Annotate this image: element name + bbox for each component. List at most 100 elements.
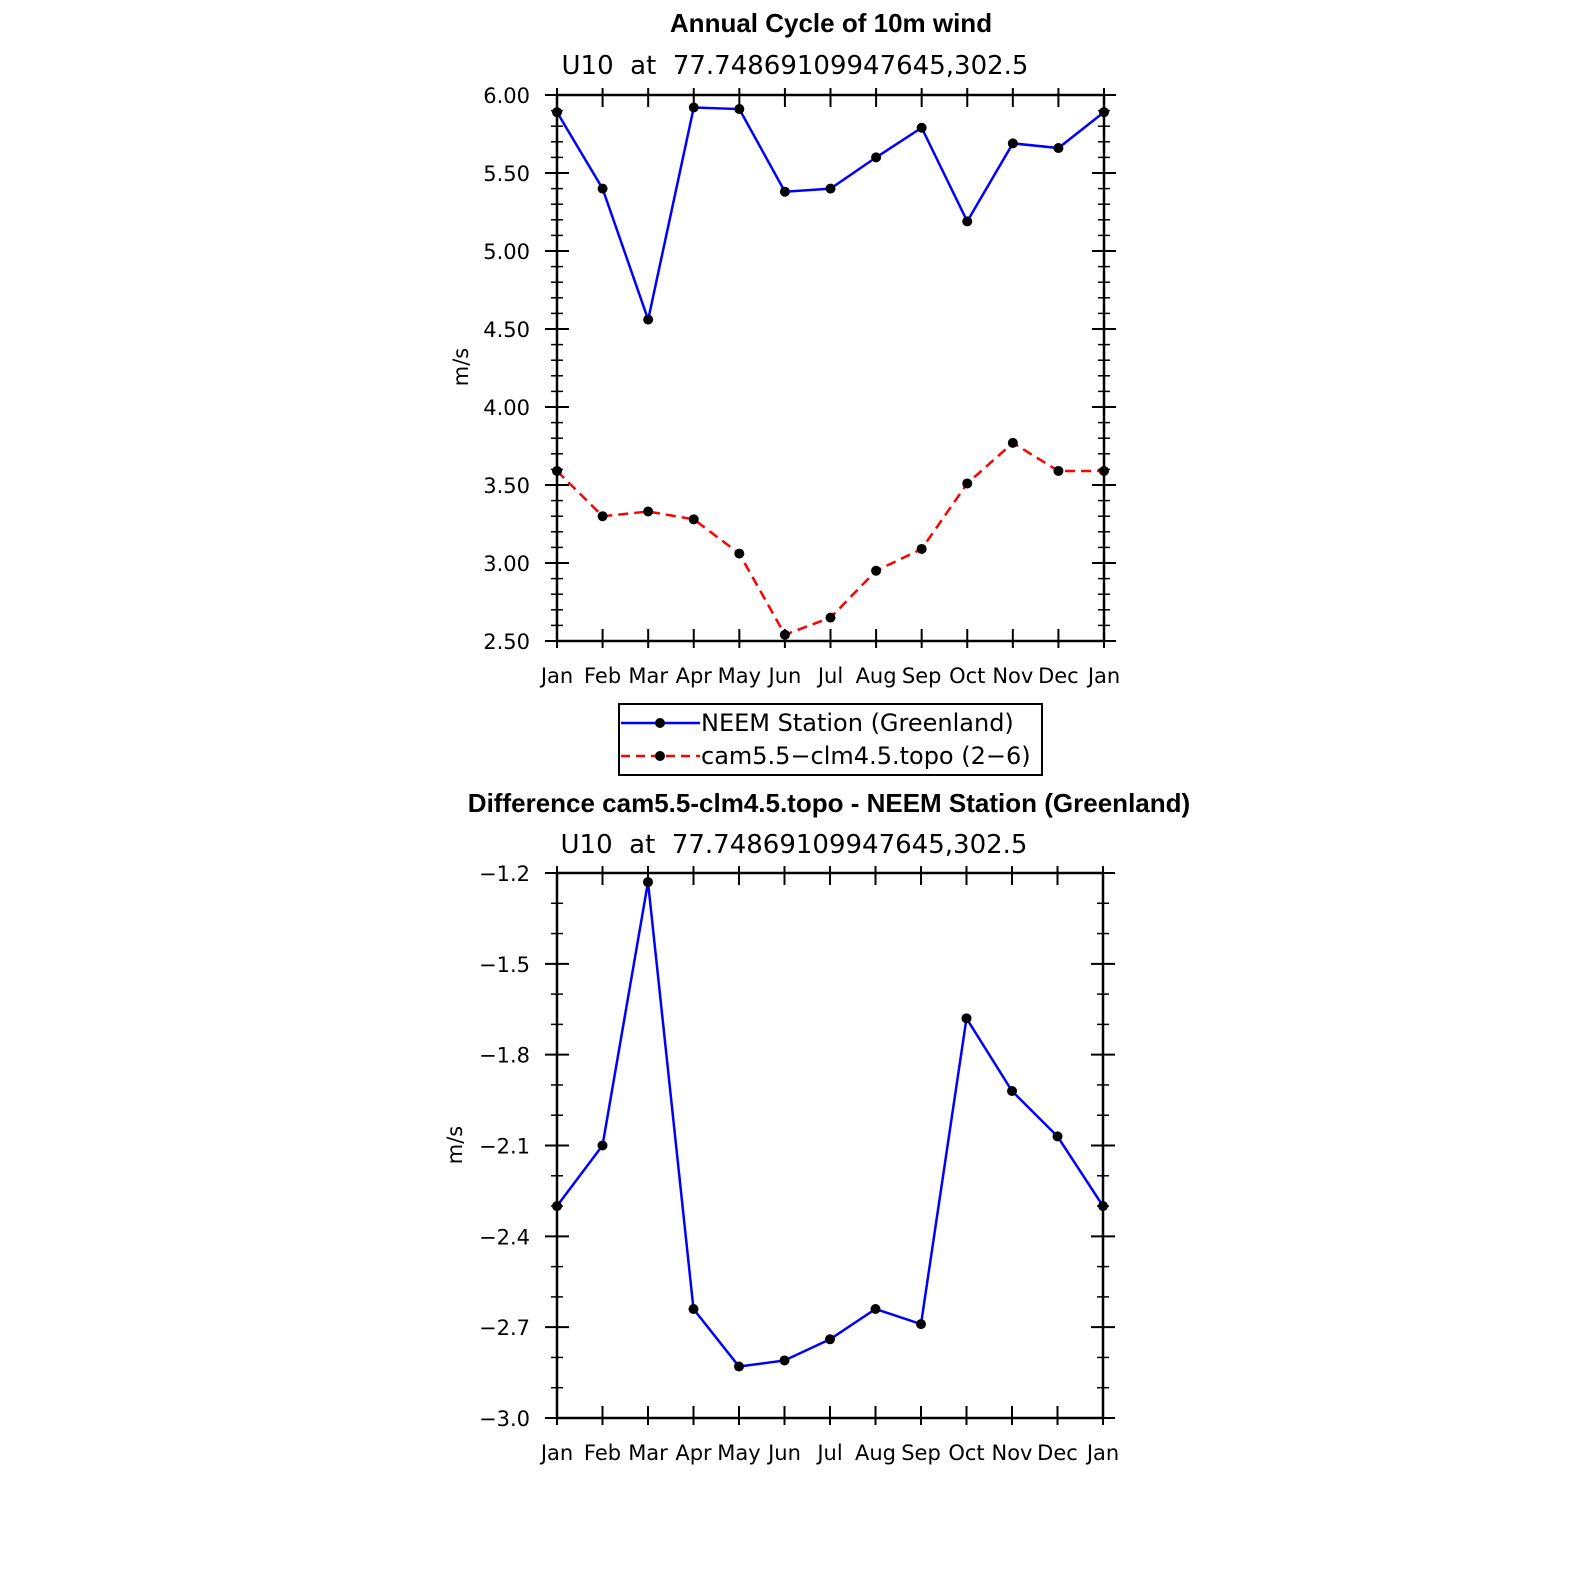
data-point — [961, 1013, 972, 1024]
data-point — [1007, 1086, 1017, 1096]
y-tick-label: 2.50 — [483, 630, 530, 654]
data-point — [962, 216, 973, 227]
data-point — [1099, 107, 1109, 118]
data-point — [1052, 1131, 1063, 1142]
data-point — [916, 1319, 926, 1330]
x-tick-label: Jan — [539, 664, 573, 688]
x-tick-label: Mar — [628, 1441, 668, 1465]
x-tick-label: Jan — [539, 1441, 573, 1465]
x-tick-label: Jul — [815, 1441, 842, 1465]
chart-title: Annual Cycle of 10m wind — [670, 8, 992, 38]
chart-difference: Difference cam5.5-clm4.5.topo - NEEM Sta… — [443, 788, 1190, 1465]
y-tick-label: −2.1 — [479, 1135, 530, 1159]
y-tick-label: −1.8 — [479, 1044, 530, 1068]
x-tick-label: Dec — [1037, 1441, 1078, 1465]
x-tick-label: Feb — [584, 664, 621, 688]
x-tick-label: Mar — [628, 664, 668, 688]
y-axis-label: m/s — [449, 348, 473, 386]
data-point — [825, 612, 836, 623]
legend-label: cam5.5−clm4.5.topo (2−6) — [701, 742, 1031, 770]
x-tick-label: Jun — [767, 664, 802, 688]
y-tick-label: 6.00 — [483, 84, 530, 108]
data-point — [871, 565, 882, 576]
y-tick-label: 4.00 — [483, 396, 530, 420]
y-tick-label: −1.2 — [479, 862, 530, 886]
x-tick-label: Dec — [1038, 664, 1079, 688]
y-tick-label: −2.4 — [479, 1225, 530, 1249]
plot-frame — [555, 93, 1106, 643]
data-point — [1007, 437, 1018, 448]
x-tick-label: Sep — [901, 1441, 941, 1465]
data-point — [688, 1304, 699, 1314]
series-line-0 — [555, 106, 1105, 325]
y-tick-label: 4.50 — [483, 318, 530, 342]
data-point — [962, 478, 973, 489]
x-tick-label: Apr — [676, 664, 713, 688]
data-point — [825, 1334, 835, 1345]
data-point — [916, 122, 927, 133]
data-point — [825, 183, 836, 194]
data-point — [643, 314, 654, 325]
y-tick-label: −3.0 — [479, 1407, 530, 1431]
y-tick-label: 5.00 — [483, 240, 530, 264]
legend-label: NEEM Station (Greenland) — [701, 709, 1014, 737]
x-tick-label: Jan — [1085, 1441, 1119, 1465]
data-point — [734, 104, 745, 115]
x-tick-label: Oct — [949, 664, 985, 688]
data-point — [597, 511, 608, 522]
x-tick-label: May — [718, 664, 761, 688]
data-point — [779, 629, 790, 640]
legend-marker-swatch — [655, 751, 665, 761]
x-tick-label: May — [717, 1441, 760, 1465]
data-point — [916, 543, 927, 554]
x-tick-label: Sep — [902, 664, 942, 688]
y-axis-label: m/s — [443, 1126, 467, 1164]
data-point — [597, 183, 608, 194]
legend-marker-swatch — [655, 718, 665, 728]
legend-box — [618, 703, 1043, 776]
plot-area: Jan Feb Mar Apr May Jun Jul Aug Sep Oct Nov Dec Jan−… — [479, 862, 1119, 1465]
legend: NEEM Station (Greenland) cam5.5−clm4.5.t… — [618, 703, 1043, 776]
chart-subtitle: U10 at 77.74869109947645,302.5 — [562, 51, 1029, 81]
data-point — [552, 107, 562, 118]
legend-entry: cam5.5−clm4.5.topo (2−6) — [621, 742, 1031, 770]
data-point — [643, 506, 654, 517]
x-tick-label: Jun — [766, 1441, 801, 1465]
data-point — [734, 1361, 744, 1372]
chart-annual-cycle: Annual Cycle of 10m wind U10 at 77.74869… — [449, 8, 1120, 776]
data-point — [1007, 138, 1018, 149]
data-point — [1053, 143, 1064, 154]
data-point — [779, 1355, 790, 1366]
data-point — [734, 548, 745, 559]
y-tick-label: −1.5 — [479, 953, 530, 977]
x-tick-label: Aug — [856, 664, 897, 688]
x-tick-label: Jul — [816, 664, 843, 688]
y-tick-label: 5.50 — [483, 162, 530, 186]
series-line-0 — [556, 881, 1105, 1368]
plot-area: Jan Feb Mar Apr May Jun Jul Aug Sep Oct Nov Dec Jan 2… — [483, 84, 1120, 688]
y-tick-label: −2.7 — [479, 1316, 530, 1340]
x-tick-label: Aug — [855, 1441, 896, 1465]
chart-title: Difference cam5.5-clm4.5.topo - NEEM Sta… — [468, 788, 1190, 818]
data-point — [552, 1201, 562, 1212]
y-tick-label: 3.50 — [483, 474, 530, 498]
data-point — [1098, 1201, 1108, 1212]
data-point — [552, 465, 562, 476]
x-tick-label: Oct — [948, 1441, 984, 1465]
x-tick-label: Nov — [992, 664, 1033, 688]
data-point — [779, 186, 790, 197]
x-tick-label: Feb — [584, 1441, 621, 1465]
data-point — [871, 152, 882, 163]
chart-subtitle: U10 at 77.74869109947645,302.5 — [561, 830, 1028, 860]
x-tick-label: Apr — [675, 1441, 712, 1465]
data-point — [688, 514, 699, 525]
data-point — [1053, 465, 1064, 476]
x-tick-label: Nov — [992, 1441, 1033, 1465]
x-tick-label: Jan — [1086, 664, 1120, 688]
data-point — [643, 877, 653, 888]
data-point — [1099, 465, 1109, 476]
legend-entry: NEEM Station (Greenland) — [621, 709, 1014, 737]
y-tick-label: 3.00 — [483, 552, 530, 576]
data-point — [597, 1140, 608, 1151]
